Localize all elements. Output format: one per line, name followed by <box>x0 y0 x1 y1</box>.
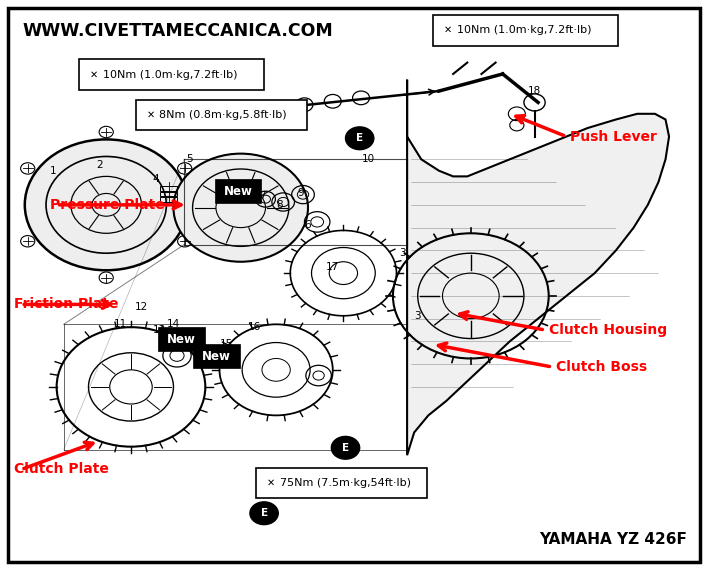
Polygon shape <box>407 80 669 455</box>
FancyBboxPatch shape <box>79 59 264 90</box>
Text: 18: 18 <box>528 86 541 96</box>
Text: 3: 3 <box>399 248 406 258</box>
Circle shape <box>346 127 374 150</box>
Circle shape <box>331 436 360 459</box>
Circle shape <box>25 139 188 270</box>
Text: New: New <box>224 185 252 197</box>
Text: ✕: ✕ <box>267 478 275 488</box>
FancyBboxPatch shape <box>433 15 618 46</box>
Text: 14: 14 <box>167 319 180 329</box>
Text: WWW.CIVETTAMECCANICA.COM: WWW.CIVETTAMECCANICA.COM <box>23 22 333 40</box>
Circle shape <box>173 154 308 262</box>
Bar <box>160 192 177 196</box>
Text: 8: 8 <box>276 200 283 210</box>
Text: E: E <box>356 133 363 143</box>
Text: YAMAHA YZ 426F: YAMAHA YZ 426F <box>539 533 687 547</box>
Text: New: New <box>167 333 195 345</box>
Text: ✕: ✕ <box>147 110 154 120</box>
Text: 8Nm (0.8m·kg,5.8ft·lb): 8Nm (0.8m·kg,5.8ft·lb) <box>159 110 287 120</box>
Circle shape <box>250 502 278 525</box>
Text: 6: 6 <box>304 220 312 230</box>
FancyBboxPatch shape <box>136 100 307 130</box>
Bar <box>160 197 177 202</box>
Text: 16: 16 <box>249 322 261 332</box>
Text: Clutch Plate: Clutch Plate <box>14 463 109 476</box>
Text: 12: 12 <box>135 302 148 312</box>
Text: Push Lever: Push Lever <box>570 130 657 143</box>
Text: 1: 1 <box>50 166 57 176</box>
Text: Friction Plate: Friction Plate <box>14 298 119 311</box>
Text: 75Nm (7.5m·kg,54ft·lb): 75Nm (7.5m·kg,54ft·lb) <box>280 478 411 488</box>
Text: 7: 7 <box>258 191 266 201</box>
FancyBboxPatch shape <box>158 327 205 351</box>
Text: 2: 2 <box>96 160 103 170</box>
Text: 4: 4 <box>152 174 159 184</box>
Text: 5: 5 <box>186 154 193 164</box>
Text: 11: 11 <box>114 319 127 329</box>
FancyBboxPatch shape <box>215 179 261 203</box>
Text: 9: 9 <box>297 188 304 199</box>
Text: ✕: ✕ <box>444 25 452 35</box>
Text: 10Nm (1.0m·kg,7.2ft·lb): 10Nm (1.0m·kg,7.2ft·lb) <box>103 69 237 80</box>
FancyBboxPatch shape <box>256 468 427 498</box>
Text: 3: 3 <box>414 311 421 321</box>
Bar <box>160 186 177 191</box>
Text: E: E <box>261 508 268 518</box>
Text: 10: 10 <box>362 154 375 164</box>
Text: ✕: ✕ <box>90 69 98 80</box>
Text: 13: 13 <box>153 325 166 335</box>
Text: New: New <box>202 350 231 362</box>
Text: E: E <box>342 443 349 453</box>
Text: Clutch Housing: Clutch Housing <box>549 323 667 337</box>
Text: 15: 15 <box>220 339 233 349</box>
Text: 10Nm (1.0m·kg,7.2ft·lb): 10Nm (1.0m·kg,7.2ft·lb) <box>457 25 591 35</box>
FancyBboxPatch shape <box>193 344 240 368</box>
Text: 17: 17 <box>326 262 339 273</box>
Text: Pressure Plate: Pressure Plate <box>50 198 164 212</box>
Text: Clutch Boss: Clutch Boss <box>556 360 647 374</box>
